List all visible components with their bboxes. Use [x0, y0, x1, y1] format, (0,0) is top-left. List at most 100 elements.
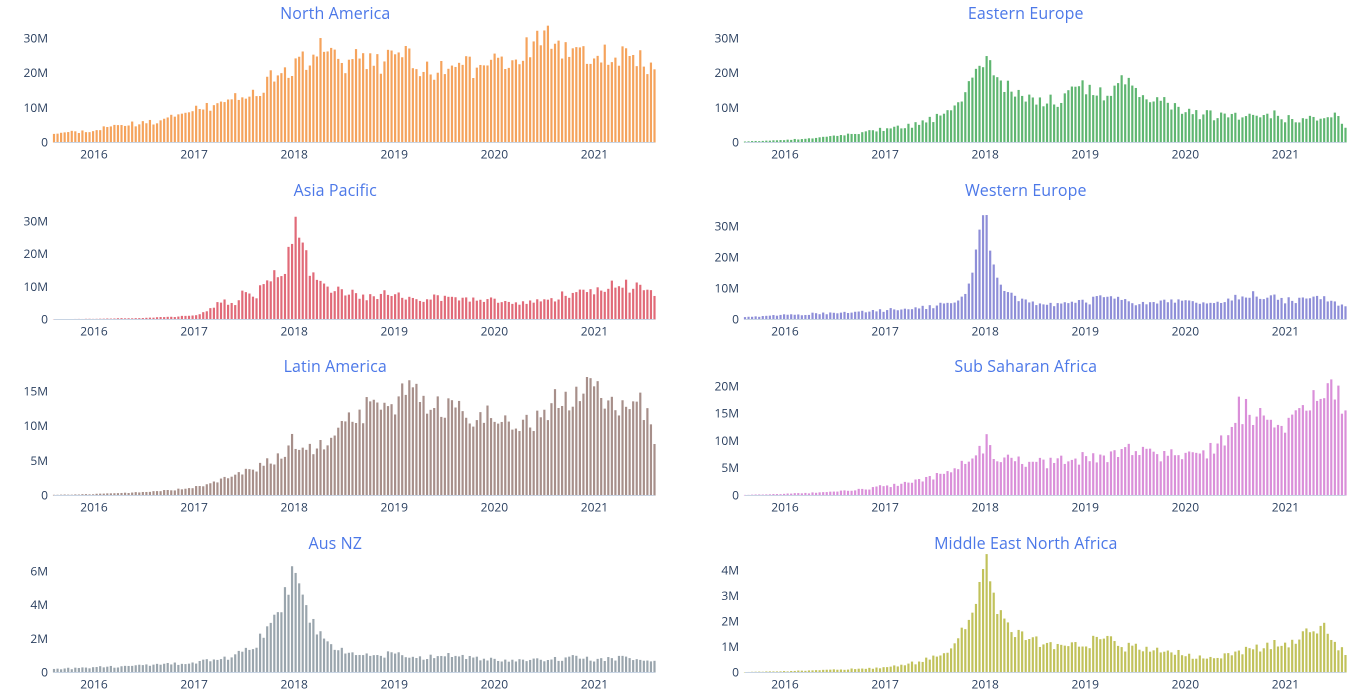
panel-title-sub-saharan-africa: Sub Saharan Africa	[701, 353, 1352, 377]
bars-eastern-europe	[743, 56, 1346, 142]
ytick-label: 5M	[30, 452, 48, 469]
ytick-label: 15M	[714, 405, 739, 422]
xtick-label: 2017	[180, 499, 208, 516]
panel-svg-middle-east-north-africa[interactable]: 01M2M3M4M201620172018201920202021	[701, 554, 1352, 692]
xtick-label: 2016	[80, 322, 108, 339]
xtick-label: 2019	[381, 146, 409, 163]
bars-aus-nz	[53, 566, 656, 672]
ytick-label: 10M	[23, 277, 48, 294]
ytick-label: 4M	[30, 596, 48, 613]
panel-north-america: North America010M20M30M20162017201820192…	[10, 0, 661, 163]
bars-north-america	[53, 26, 656, 143]
ytick-label: 30M	[714, 29, 739, 46]
xtick-label: 2021	[1271, 675, 1298, 692]
panel-title-eastern-europe: Eastern Europe	[701, 0, 1352, 24]
xtick-label: 2021	[581, 499, 608, 516]
panel-western-europe: Western Europe 0 10M 20M 30M 2016 2017 2018 2019…	[701, 177, 1352, 340]
bars-western-europe	[743, 215, 1346, 319]
xtick-label: 2019	[1071, 675, 1099, 692]
ytick-label: 30M	[23, 212, 48, 229]
xtick-label: 2018	[971, 146, 999, 163]
ytick-label: 0	[732, 663, 739, 680]
ytick-label: 10M	[714, 279, 739, 296]
ytick-label: 20M	[714, 248, 739, 265]
chart-grid: North America 0 10M 20M 30M 2016 2017 2018 2019 2…	[0, 0, 1361, 690]
xtick-label: 2021	[1271, 146, 1298, 163]
xtick-label: 2016	[80, 675, 108, 692]
panel-eastern-europe: Eastern Europe010M20M30M2016201720182019…	[701, 0, 1352, 163]
bars-latin-america	[53, 377, 656, 496]
xtick-label: 2020	[481, 322, 509, 339]
ytick-label: 2M	[30, 629, 48, 646]
xtick-label: 2018	[971, 499, 999, 516]
xtick-label: 2021	[581, 675, 608, 692]
panel-title-latin-america: Latin America	[10, 353, 661, 377]
xtick-label: 2016	[771, 146, 799, 163]
bars-sub-saharan-africa	[743, 379, 1346, 495]
xtick-label: 2019	[1071, 146, 1099, 163]
xtick-label: 2017	[180, 675, 208, 692]
xtick-label: 2019	[1071, 322, 1099, 339]
xtick-label: 2020	[1171, 322, 1199, 339]
panel-sub-saharan-africa: Sub Saharan Africa05M10M15M20M2016201720…	[701, 353, 1352, 516]
xtick-label: 2016	[80, 499, 108, 516]
xtick-label: 2018	[280, 146, 308, 163]
xtick-label: 2017	[871, 322, 899, 339]
ytick-label: 2M	[721, 612, 739, 629]
panel-svg-north-america[interactable]: 010M20M30M201620172018201920202021	[10, 24, 661, 163]
ytick-label: 0	[732, 134, 739, 151]
ytick-label: 0	[41, 487, 48, 504]
ytick-label: 0	[732, 310, 739, 327]
ytick-label: 0	[41, 310, 48, 327]
xtick-label: 2021	[581, 146, 608, 163]
ytick-label: 1M	[721, 638, 739, 655]
panel-title-western-europe: Western Europe	[701, 177, 1352, 201]
xtick-label: 2017	[180, 146, 208, 163]
ytick-label: 10M	[714, 432, 739, 449]
panel-svg-western-europe[interactable]: 0 10M 20M 30M 2016 2017 2018 2019 2020 2021	[701, 201, 1352, 340]
panel-middle-east-north-africa: Middle East North Africa01M2M3M4M2016201…	[701, 530, 1352, 692]
panel-title-north-america: North America	[10, 0, 661, 24]
xtick-label: 2016	[771, 322, 799, 339]
ytick-label: 4M	[721, 561, 739, 578]
xtick-label: 2020	[1171, 675, 1199, 692]
ytick-label: 0	[41, 134, 48, 151]
panel-svg-latin-america[interactable]: 05M10M15M201620172018201920202021	[10, 377, 661, 516]
panel-title-aus-nz: Aus NZ	[10, 530, 661, 554]
panel-svg-aus-nz[interactable]: 02M4M6M201620172018201920202021	[10, 554, 661, 692]
ytick-label: 30M	[714, 217, 739, 234]
ytick-label: 30M	[23, 29, 48, 46]
panel-svg-eastern-europe[interactable]: 010M20M30M201620172018201920202021	[701, 24, 1352, 163]
xtick-label: 2016	[771, 499, 799, 516]
xtick-label: 2020	[481, 675, 509, 692]
xtick-label: 2019	[1071, 499, 1099, 516]
panel-asia-pacific: Asia Pacific010M20M30M201620172018201920…	[10, 177, 661, 340]
ytick-label: 15M	[23, 382, 48, 399]
panel-title-asia-pacific: Asia Pacific	[10, 177, 661, 201]
ytick-label: 0	[41, 663, 48, 680]
panel-svg-sub-saharan-africa[interactable]: 05M10M15M20M201620172018201920202021	[701, 377, 1352, 516]
xtick-label: 2018	[280, 322, 308, 339]
xtick-label: 2020	[481, 146, 509, 163]
ytick-label: 3M	[721, 587, 739, 604]
xtick-label: 2018	[971, 675, 999, 692]
ytick-label: 5M	[721, 459, 739, 476]
xtick-label: 2018	[971, 322, 999, 339]
ytick-label: 20M	[714, 377, 739, 394]
panel-aus-nz: Aus NZ02M4M6M201620172018201920202021	[10, 530, 661, 692]
xtick-label: 2021	[581, 322, 608, 339]
panel-svg-asia-pacific[interactable]: 010M20M30M201620172018201920202021	[10, 201, 661, 340]
xtick-label: 2019	[381, 322, 409, 339]
xtick-label: 2016	[771, 675, 799, 692]
ytick-label: 10M	[23, 99, 48, 116]
xtick-label: 2017	[180, 322, 208, 339]
xtick-label: 2019	[381, 675, 409, 692]
xtick-label: 2020	[481, 499, 509, 516]
ytick-label: 20M	[714, 64, 739, 81]
xtick-label: 2021	[1271, 499, 1298, 516]
xtick-label: 2021	[1271, 322, 1298, 339]
bars-asia-pacific	[53, 216, 656, 319]
ytick-label: 10M	[714, 99, 739, 116]
ytick-label: 0	[732, 487, 739, 504]
ytick-label: 20M	[23, 64, 48, 81]
